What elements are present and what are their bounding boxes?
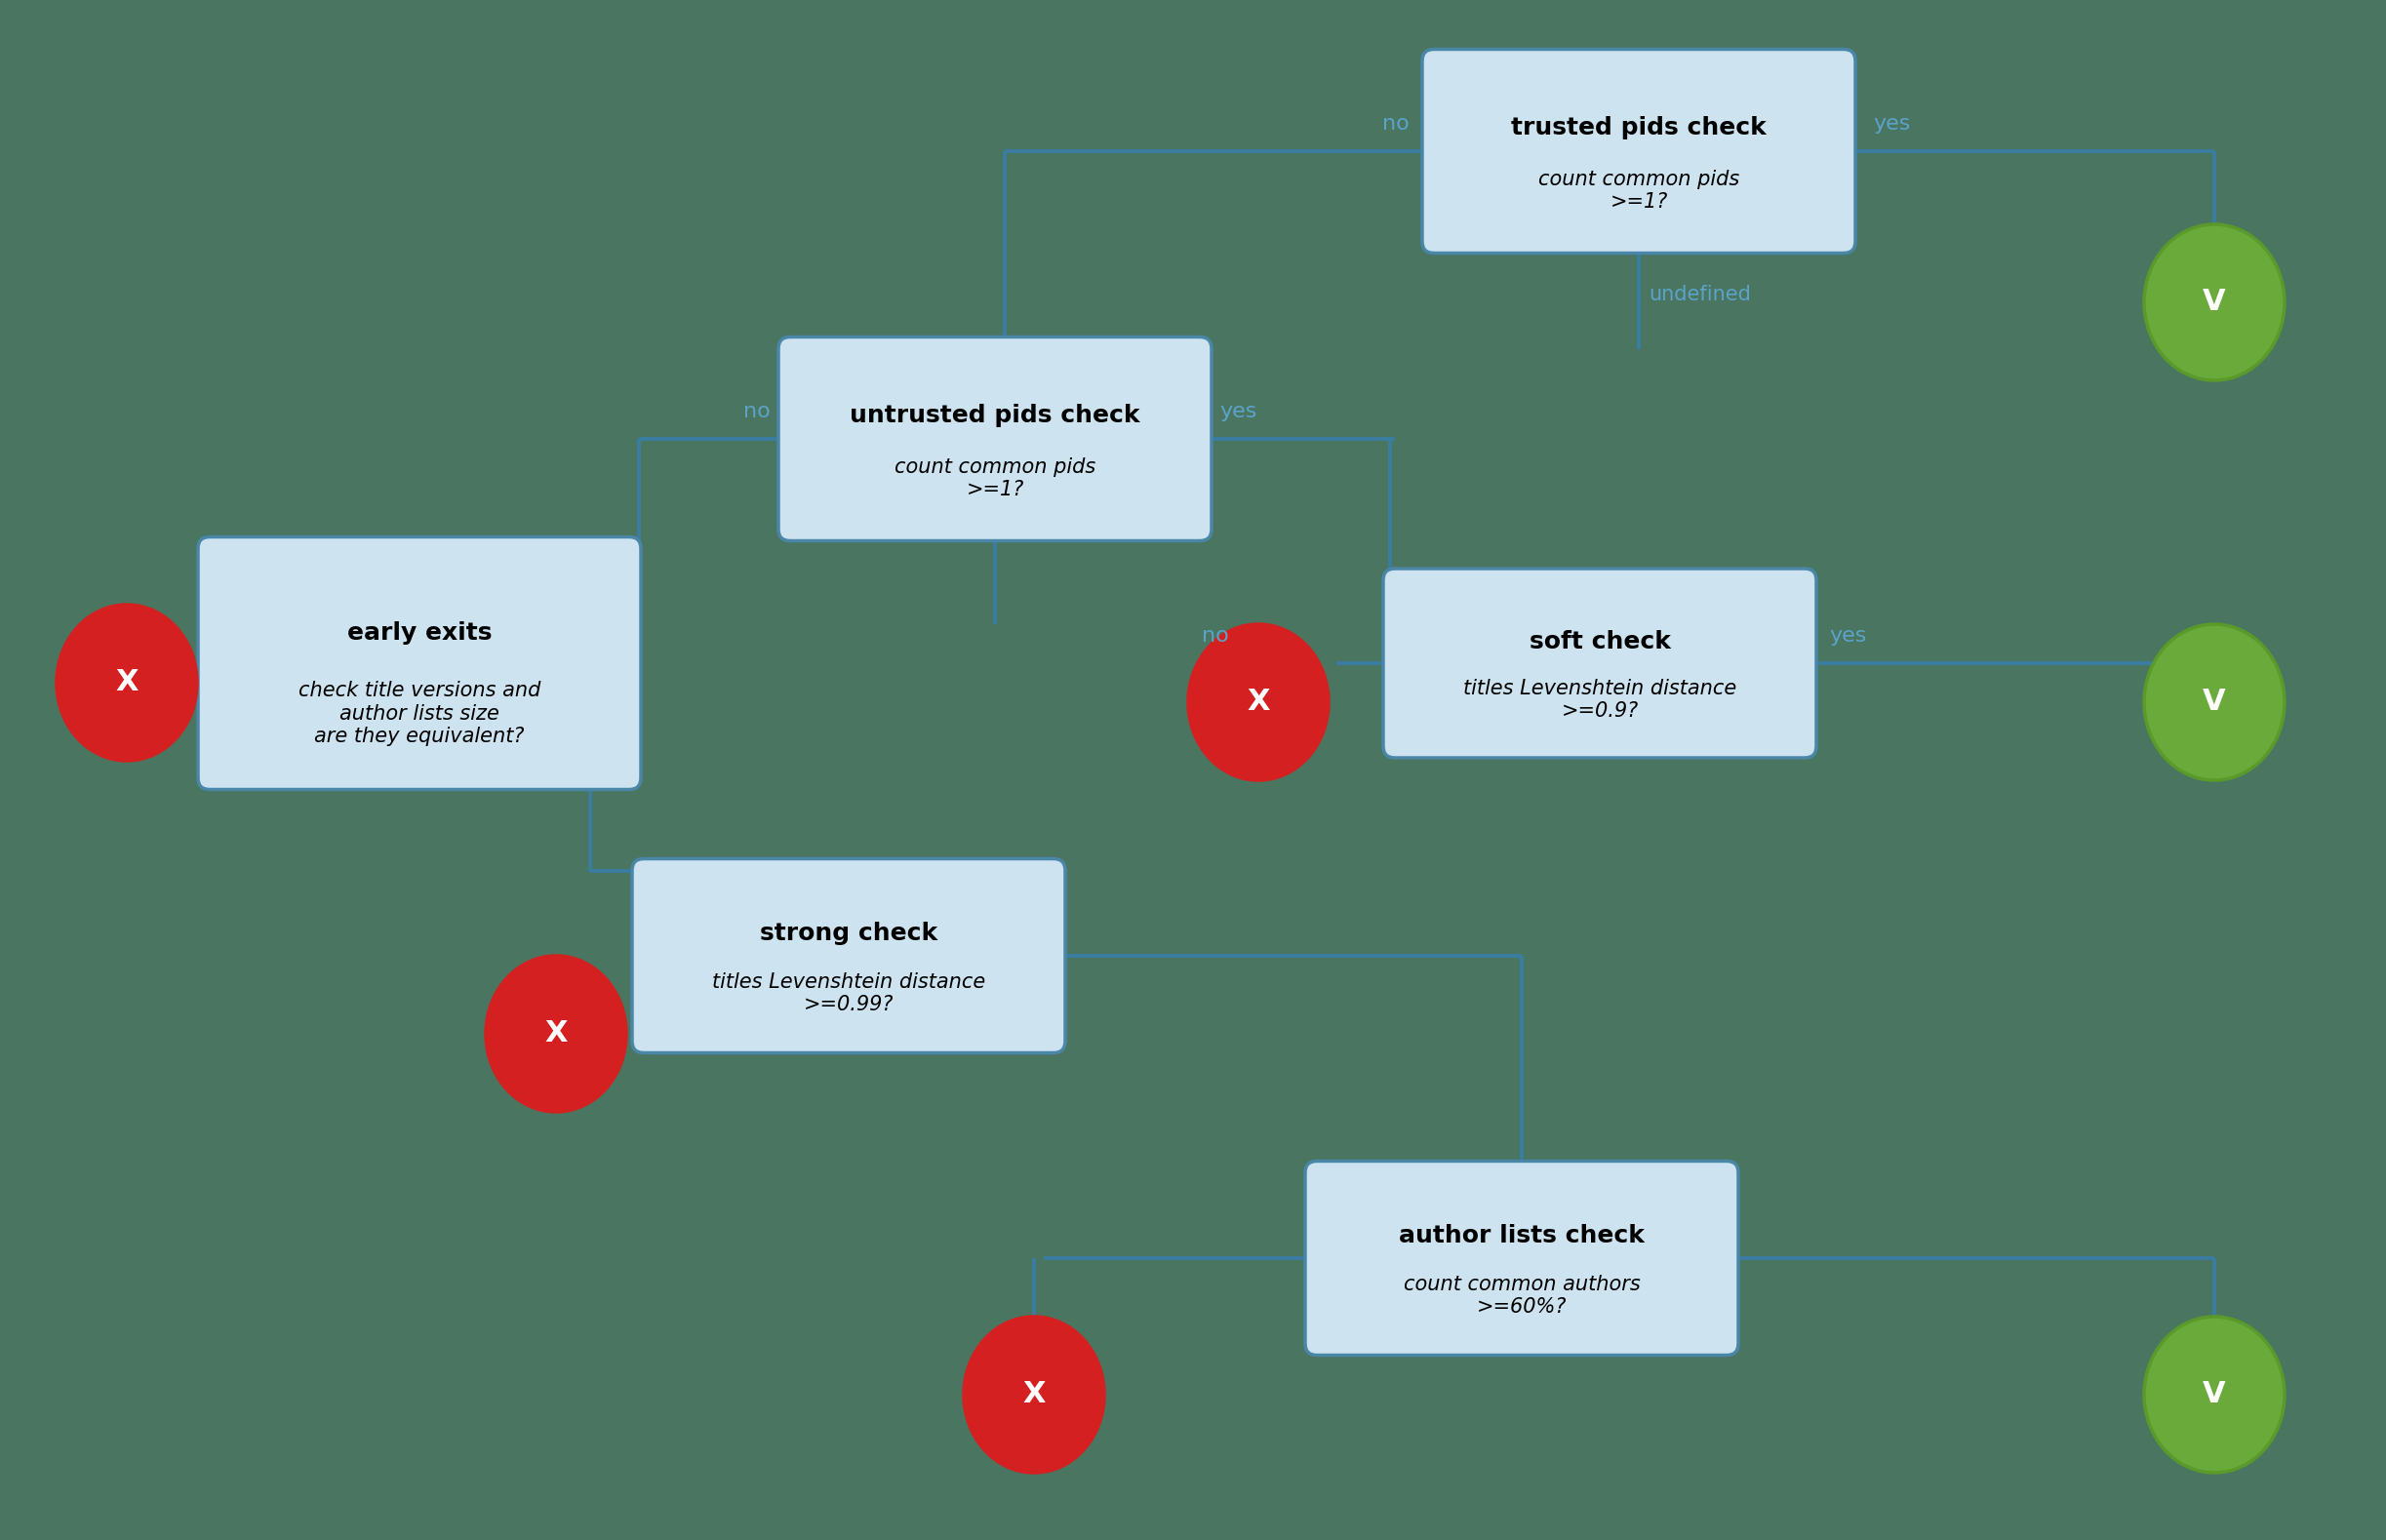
Ellipse shape: [487, 956, 625, 1112]
Text: count common authors
>=60%?: count common authors >=60%?: [1403, 1275, 1639, 1317]
Text: yes: yes: [1830, 627, 1866, 645]
Text: X: X: [115, 668, 138, 698]
Text: trusted pids check: trusted pids check: [1510, 116, 1766, 140]
Text: strong check: strong check: [759, 922, 938, 946]
Text: V: V: [2202, 288, 2226, 317]
Text: count common pids
>=1?: count common pids >=1?: [895, 457, 1095, 499]
Text: titles Levenshtein distance
>=0.9?: titles Levenshtein distance >=0.9?: [1463, 679, 1737, 721]
Text: soft check: soft check: [1529, 630, 1670, 653]
Text: X: X: [1024, 1380, 1045, 1409]
Text: early exits: early exits: [346, 622, 492, 645]
Ellipse shape: [2145, 1317, 2283, 1472]
Text: titles Levenshtein distance
>=0.99?: titles Levenshtein distance >=0.99?: [711, 972, 985, 1015]
Ellipse shape: [57, 605, 198, 761]
FancyBboxPatch shape: [1422, 49, 1856, 253]
Text: check title versions and
author lists size
are they equivalent?: check title versions and author lists si…: [298, 681, 542, 745]
FancyBboxPatch shape: [1384, 568, 1816, 758]
Text: V: V: [2202, 1380, 2226, 1409]
Ellipse shape: [964, 1317, 1105, 1472]
Ellipse shape: [1188, 624, 1329, 781]
Text: no: no: [744, 402, 771, 422]
Text: undefined: undefined: [1649, 285, 1751, 305]
Text: untrusted pids check: untrusted pids check: [849, 403, 1141, 427]
Text: count common pids
>=1?: count common pids >=1?: [1539, 169, 1739, 213]
Text: no: no: [1203, 627, 1229, 645]
Text: X: X: [544, 1019, 568, 1047]
FancyBboxPatch shape: [1305, 1161, 1739, 1355]
Ellipse shape: [2145, 624, 2283, 781]
FancyBboxPatch shape: [632, 859, 1064, 1053]
Text: author lists check: author lists check: [1398, 1224, 1644, 1247]
Text: X: X: [1248, 688, 1269, 716]
Ellipse shape: [2145, 225, 2283, 380]
Text: yes: yes: [1873, 114, 1911, 134]
FancyBboxPatch shape: [778, 337, 1212, 541]
FancyBboxPatch shape: [198, 537, 642, 790]
Text: yes: yes: [1219, 402, 1257, 422]
Text: no: no: [1381, 114, 1410, 134]
Text: V: V: [2202, 688, 2226, 716]
